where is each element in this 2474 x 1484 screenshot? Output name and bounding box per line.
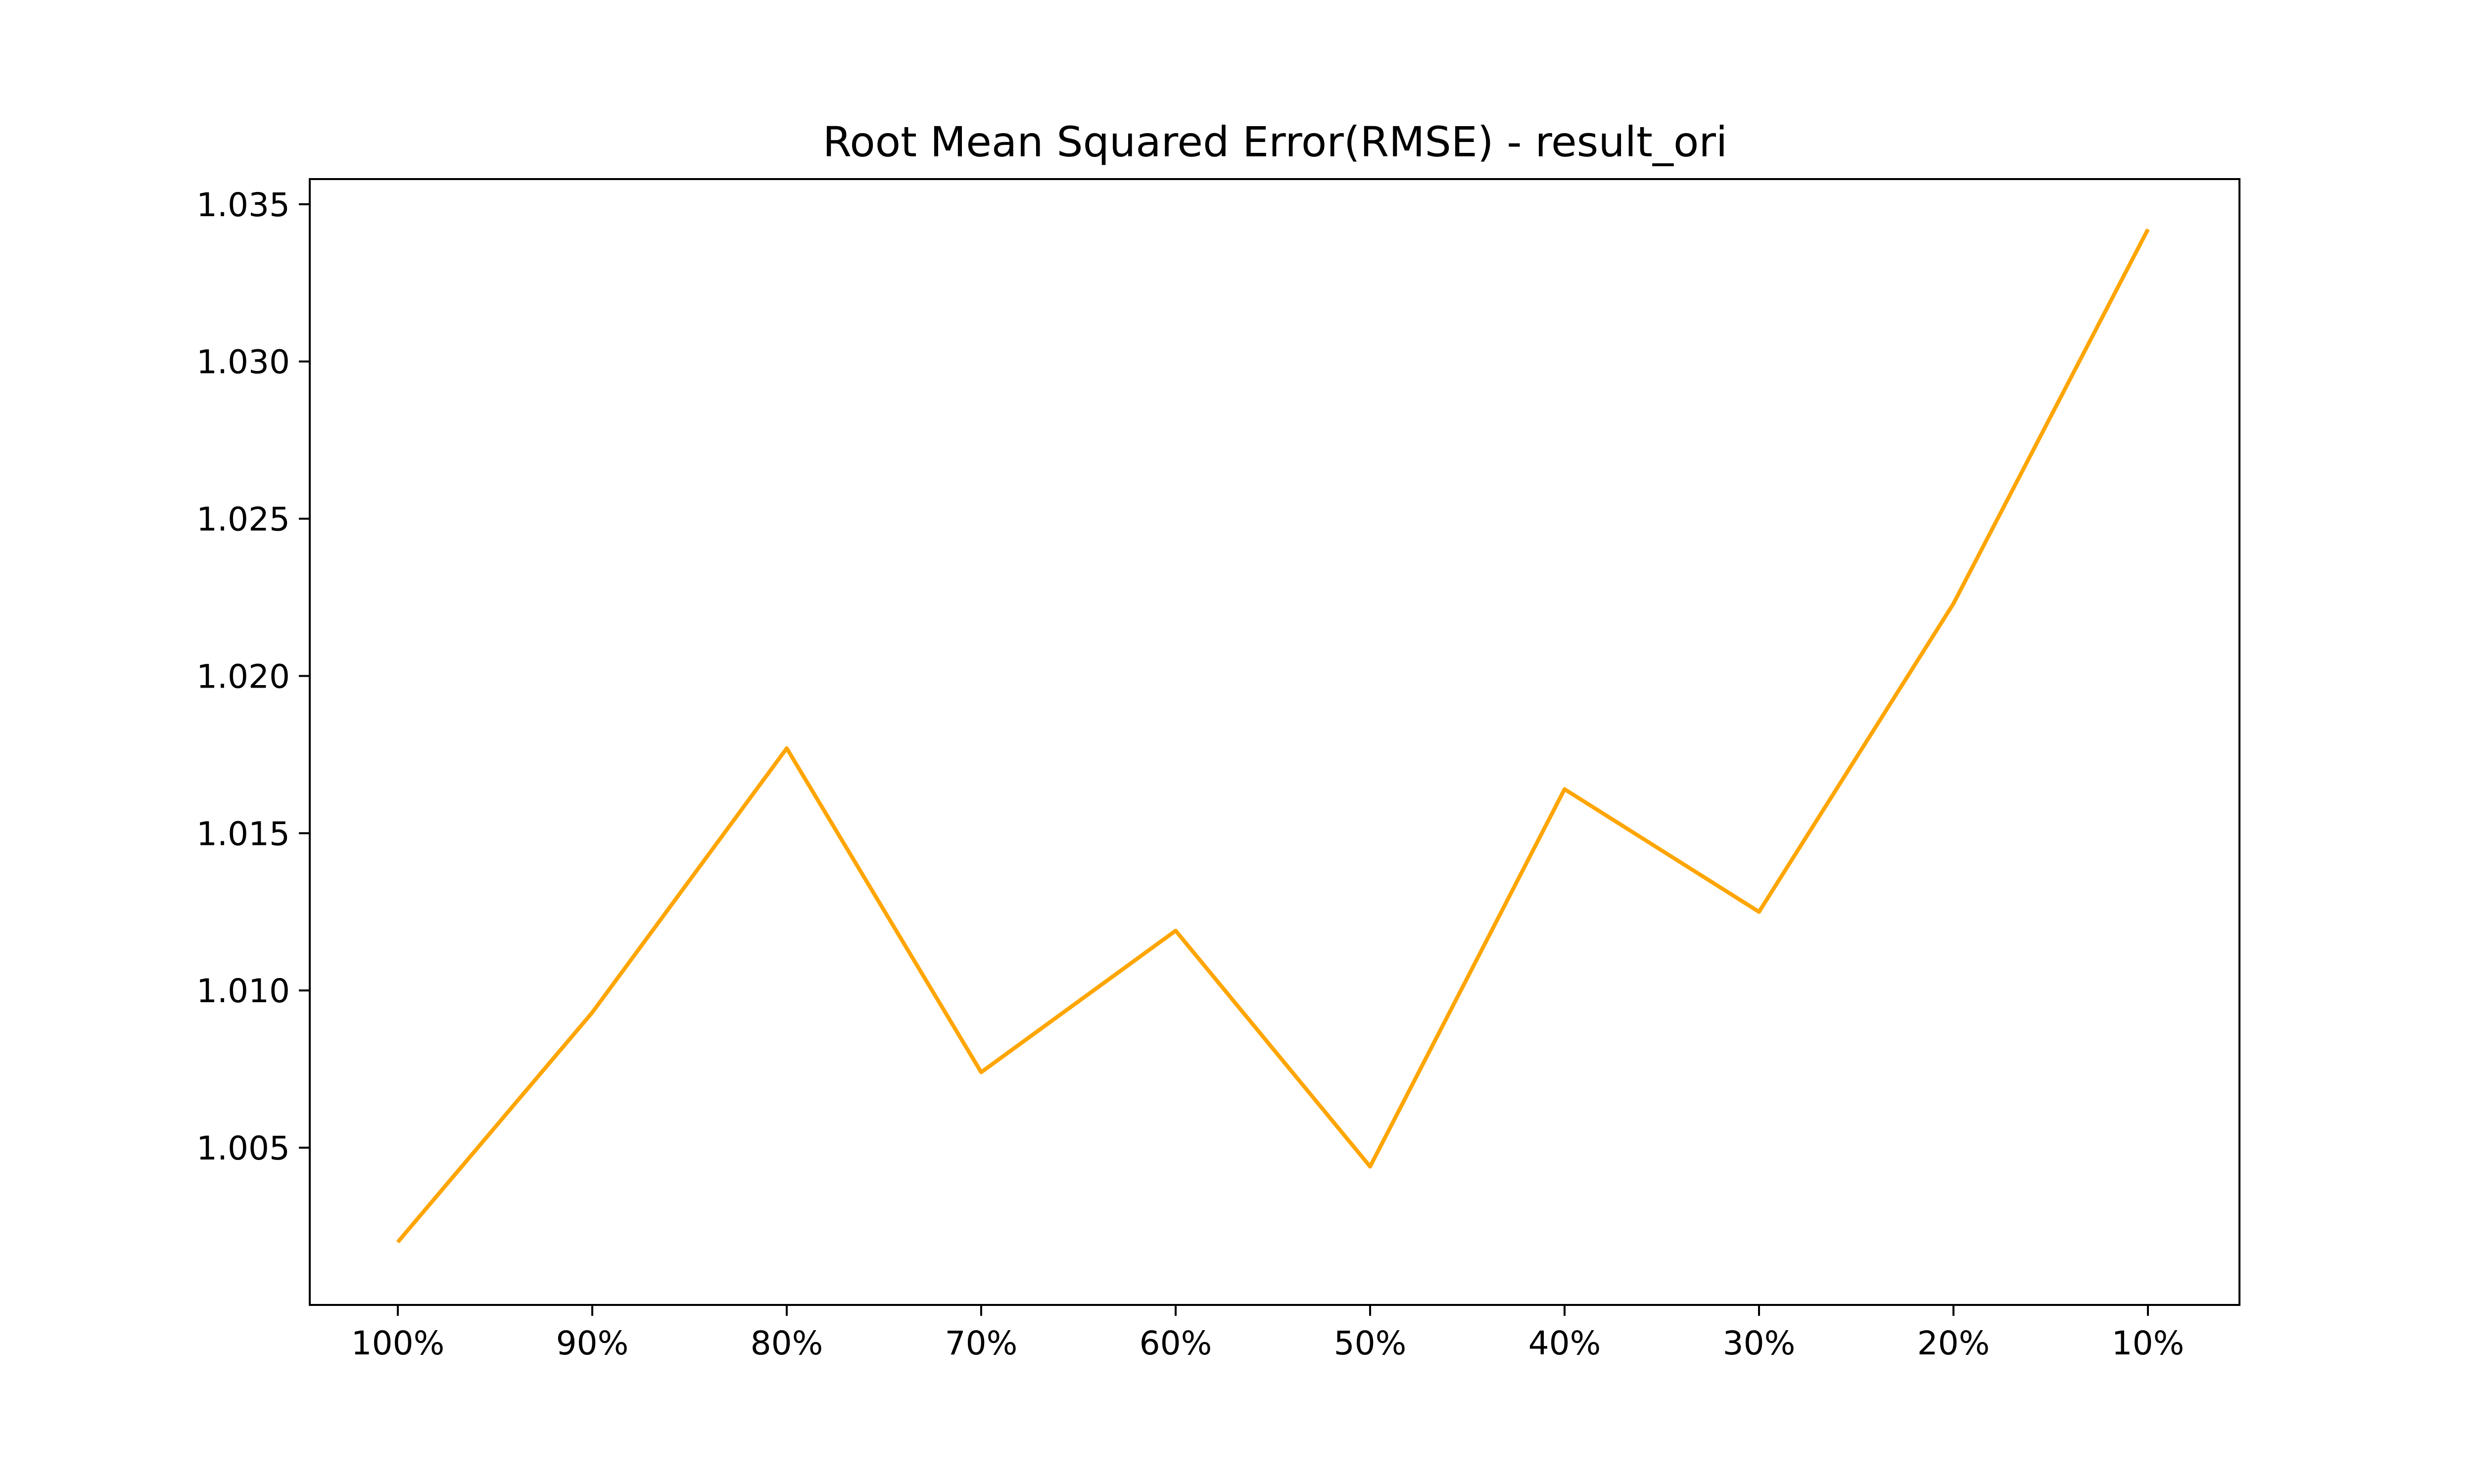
plot-frame <box>309 178 2240 1306</box>
x-tick-label: 60% <box>1140 1324 1212 1362</box>
data-point <box>397 1241 398 1243</box>
data-point <box>1759 911 1760 913</box>
data-point <box>1370 1166 1371 1167</box>
series-layer <box>396 228 2150 1244</box>
x-tick-label: 50% <box>1334 1324 1407 1362</box>
y-tick-label: 1.020 <box>196 657 290 696</box>
data-point <box>981 1071 982 1073</box>
y-tick-label: 1.025 <box>196 501 290 539</box>
x-tick-label: 10% <box>2112 1324 2185 1362</box>
y-tick-label: 1.010 <box>196 972 290 1010</box>
data-point <box>786 747 787 749</box>
x-tick-label: 70% <box>945 1324 1018 1362</box>
data-point <box>1564 788 1565 790</box>
series-line-0 <box>396 228 2150 1244</box>
y-tick-label: 1.035 <box>196 186 290 224</box>
x-tick-label: 20% <box>1917 1324 1990 1362</box>
x-axis: 100% 90% 80% 70% 60% 50% 40% 30% 20% 10% <box>351 1305 2185 1362</box>
data-point <box>1175 930 1176 931</box>
data-point <box>592 1012 593 1013</box>
data-point <box>1953 603 1954 604</box>
data-point <box>2147 229 2148 230</box>
x-tick-label: 40% <box>1528 1324 1601 1362</box>
y-tick-label: 1.005 <box>196 1129 290 1167</box>
x-tick-label: 30% <box>1723 1324 1796 1362</box>
chart-title: Root Mean Squared Error(RMSE) - result_o… <box>823 118 1727 166</box>
y-tick-label: 1.015 <box>196 815 290 853</box>
y-axis: 1.005 1.010 1.015 1.020 1.025 1.030 1.035 <box>196 186 310 1167</box>
x-tick-label: 80% <box>751 1324 823 1362</box>
x-tick-label: 100% <box>351 1324 445 1362</box>
x-tick-label: 90% <box>556 1324 629 1362</box>
y-tick-label: 1.030 <box>196 343 290 381</box>
